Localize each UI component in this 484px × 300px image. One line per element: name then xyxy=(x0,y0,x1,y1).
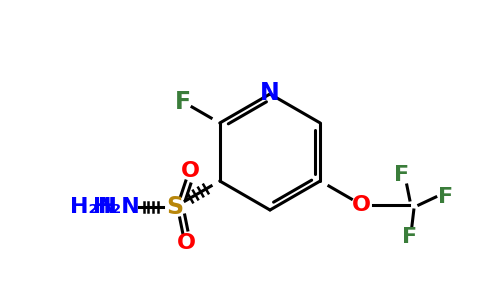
Text: H₂N: H₂N xyxy=(93,197,140,217)
Text: H: H xyxy=(98,197,117,217)
Text: N: N xyxy=(260,81,280,105)
Text: O: O xyxy=(181,161,200,181)
Text: S: S xyxy=(166,195,183,219)
Text: F: F xyxy=(394,165,409,185)
Text: F: F xyxy=(438,187,454,207)
Text: H₂N: H₂N xyxy=(70,197,117,217)
Text: F: F xyxy=(175,90,192,114)
Text: F: F xyxy=(402,227,417,247)
Text: O: O xyxy=(177,233,196,253)
Text: O: O xyxy=(352,195,371,215)
